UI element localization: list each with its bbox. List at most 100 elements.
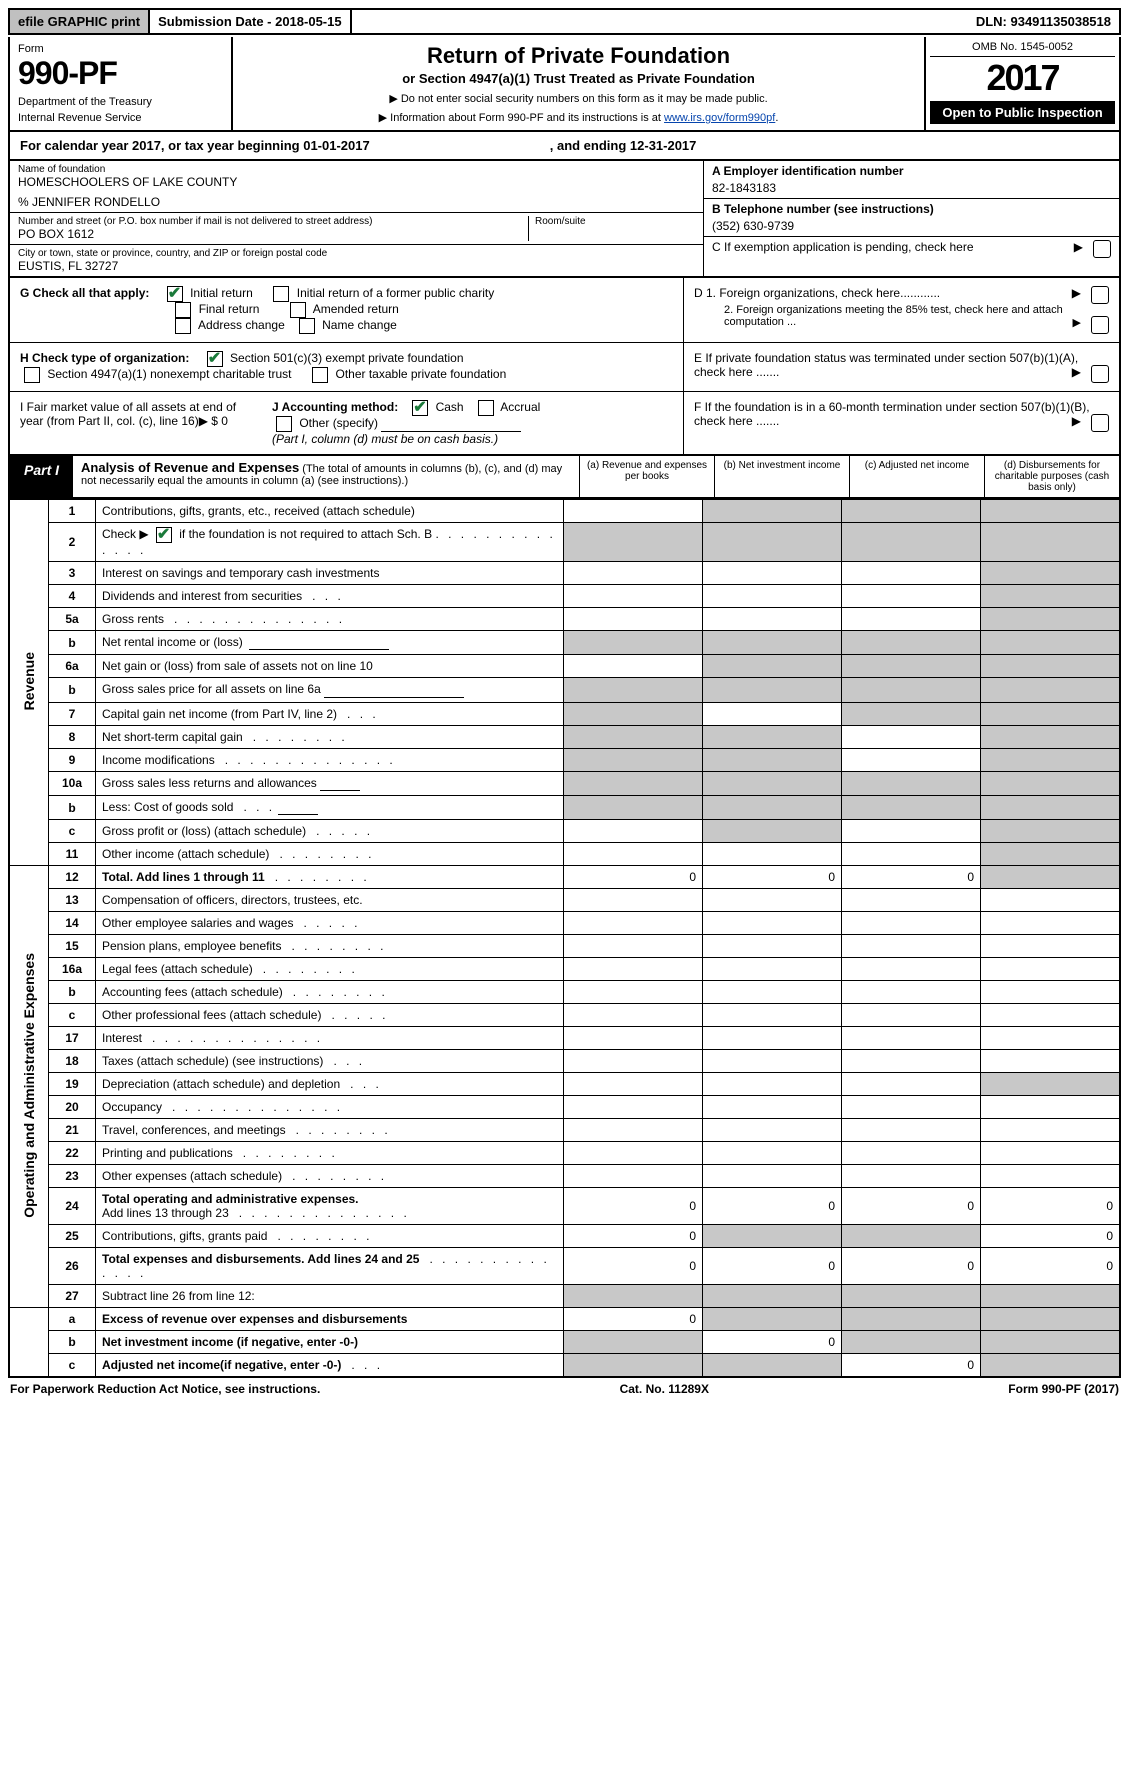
table-row: 6aNet gain or (loss) from sale of assets… — [9, 655, 1120, 678]
e-row: E If private foundation status was termi… — [684, 343, 1119, 391]
table-row: 15 Pension plans, employee benefits . . … — [9, 935, 1120, 958]
table-row: 7 Capital gain net income (from Part IV,… — [9, 702, 1120, 725]
table-row: 11 Other income (attach schedule) . . . … — [9, 843, 1120, 866]
table-row: Operating and Administrative Expenses 12… — [9, 866, 1120, 889]
ij-row: I Fair market value of all assets at end… — [10, 392, 684, 454]
dept-treasury: Department of the Treasury — [18, 96, 223, 108]
h-label: H Check type of organization: — [20, 351, 189, 365]
i-label: I Fair market value of all assets at end… — [20, 400, 236, 428]
part1-title: Analysis of Revenue and Expenses — [81, 460, 299, 475]
line-24: Total operating and administrative expen… — [96, 1188, 564, 1225]
table-row: 26 Total expenses and disbursements. Add… — [9, 1248, 1120, 1285]
footer-left: For Paperwork Reduction Act Notice, see … — [10, 1382, 320, 1396]
line-8: Net short-term capital gain . . . . . . … — [96, 725, 564, 748]
address-change-checkbox[interactable] — [175, 318, 191, 334]
d2-label: 2. Foreign organizations meeting the 85%… — [724, 304, 1063, 328]
l10a-input[interactable] — [320, 776, 360, 791]
phone-label: B Telephone number (see instructions) — [712, 202, 934, 216]
line-13: Compensation of officers, directors, tru… — [96, 889, 564, 912]
initial-former-checkbox[interactable] — [273, 286, 289, 302]
table-row: 10a Gross sales less returns and allowan… — [9, 771, 1120, 795]
cal-end: , and ending 12-31-2017 — [550, 138, 697, 153]
col-a-head: (a) Revenue and expenses per books — [579, 456, 714, 497]
f-checkbox[interactable] — [1091, 414, 1109, 432]
omb-number: OMB No. 1545-0052 — [930, 41, 1115, 57]
table-row: 3Interest on savings and temporary cash … — [9, 562, 1120, 585]
note-ssn: ▶ Do not enter social security numbers o… — [245, 92, 912, 105]
instructions-link[interactable]: www.irs.gov/form990pf — [664, 112, 775, 124]
form-label: Form — [18, 43, 223, 55]
table-row: 9 Income modifications . . . . . . . . .… — [9, 748, 1120, 771]
table-row: b Gross sales price for all assets on li… — [9, 678, 1120, 702]
table-row: 24 Total operating and administrative ex… — [9, 1188, 1120, 1225]
d1-checkbox[interactable] — [1091, 286, 1109, 304]
line-27b: Net investment income (if negative, ente… — [96, 1331, 564, 1354]
accrual-checkbox[interactable] — [478, 400, 494, 416]
l10b-input[interactable] — [278, 800, 318, 815]
col-c-head: (c) Adjusted net income — [849, 456, 984, 497]
tax-year: 2017 — [930, 57, 1115, 99]
header-left: Form 990-PF Department of the Treasury I… — [10, 37, 233, 130]
other-specify-input[interactable] — [381, 417, 521, 432]
h2-checkbox[interactable] — [24, 367, 40, 383]
l5b-input[interactable] — [249, 635, 389, 650]
line-15: Pension plans, employee benefits . . . .… — [96, 935, 564, 958]
address-change-label: Address change — [198, 318, 285, 332]
j-note: (Part I, column (d) must be on cash basi… — [272, 432, 498, 446]
table-row: 23 Other expenses (attach schedule) . . … — [9, 1165, 1120, 1188]
initial-return-checkbox[interactable] — [167, 286, 183, 302]
line-17: Interest . . . . . . . . . . . . . . — [96, 1027, 564, 1050]
h3-checkbox[interactable] — [312, 367, 328, 383]
sch-b-checkbox[interactable] — [156, 527, 172, 543]
table-row: b Accounting fees (attach schedule) . . … — [9, 981, 1120, 1004]
table-row: 14 Other employee salaries and wages . .… — [9, 912, 1120, 935]
form-number: 990-PF — [18, 55, 223, 92]
line-4: Dividends and interest from securities .… — [96, 585, 564, 608]
line-5b: Net rental income or (loss) — [96, 631, 564, 655]
form-subtitle: or Section 4947(a)(1) Trust Treated as P… — [245, 71, 912, 86]
expenses-vlabel: Operating and Administrative Expenses — [9, 866, 49, 1308]
f-row: F If the foundation is in a 60-month ter… — [684, 392, 1119, 454]
part1-table: Revenue 1 Contributions, gifts, grants, … — [8, 499, 1121, 1378]
c-checkbox[interactable] — [1093, 240, 1111, 258]
city-state-zip: EUSTIS, FL 32727 — [18, 259, 695, 273]
line-11: Other income (attach schedule) . . . . .… — [96, 843, 564, 866]
d2-checkbox[interactable] — [1091, 316, 1109, 334]
ein-value: 82-1843183 — [712, 181, 776, 195]
form-title: Return of Private Foundation — [245, 43, 912, 69]
final-return-label: Final return — [199, 302, 260, 316]
note-instructions: ▶ Information about Form 990-PF and its … — [245, 111, 912, 124]
e-label: E If private foundation status was termi… — [694, 351, 1078, 379]
table-row: 5a Gross rents . . . . . . . . . . . . .… — [9, 608, 1120, 631]
dept-irs: Internal Revenue Service — [18, 112, 223, 124]
footer-right: Form 990-PF (2017) — [1008, 1382, 1119, 1396]
amended-return-checkbox[interactable] — [290, 302, 306, 318]
c-cell: C If exemption application is pending, c… — [704, 237, 1119, 257]
i-value: $ 0 — [211, 414, 228, 428]
cash-checkbox[interactable] — [412, 400, 428, 416]
line-10b: Less: Cost of goods sold . . . — [96, 795, 564, 819]
line-27c: Adjusted net income(if negative, enter -… — [96, 1354, 564, 1378]
line-23: Other expenses (attach schedule) . . . .… — [96, 1165, 564, 1188]
line-21: Travel, conferences, and meetings . . . … — [96, 1119, 564, 1142]
footer-center: Cat. No. 11289X — [620, 1382, 709, 1396]
c-label: C If exemption application is pending, c… — [712, 240, 974, 254]
l6b-input[interactable] — [324, 683, 464, 698]
phone-cell: B Telephone number (see instructions) (3… — [704, 199, 1119, 237]
table-row: 2 Check ▶ if the foundation is not requi… — [9, 523, 1120, 562]
table-row: 19 Depreciation (attach schedule) and de… — [9, 1073, 1120, 1096]
name-change-checkbox[interactable] — [299, 318, 315, 334]
name-label: Name of foundation — [18, 164, 695, 175]
other-method-checkbox[interactable] — [276, 416, 292, 432]
part1-label: Part I — [10, 456, 73, 497]
h1-checkbox[interactable] — [207, 351, 223, 367]
open-public-badge: Open to Public Inspection — [930, 101, 1115, 124]
table-row: 27Subtract line 26 from line 12: — [9, 1285, 1120, 1308]
table-row: a Excess of revenue over expenses and di… — [9, 1308, 1120, 1331]
e-checkbox[interactable] — [1091, 365, 1109, 383]
footer: For Paperwork Reduction Act Notice, see … — [8, 1378, 1121, 1400]
line-18: Taxes (attach schedule) (see instruction… — [96, 1050, 564, 1073]
final-return-checkbox[interactable] — [175, 302, 191, 318]
efile-badge: efile GRAPHIC print — [10, 10, 150, 33]
initial-former-label: Initial return of a former public charit… — [297, 286, 494, 300]
